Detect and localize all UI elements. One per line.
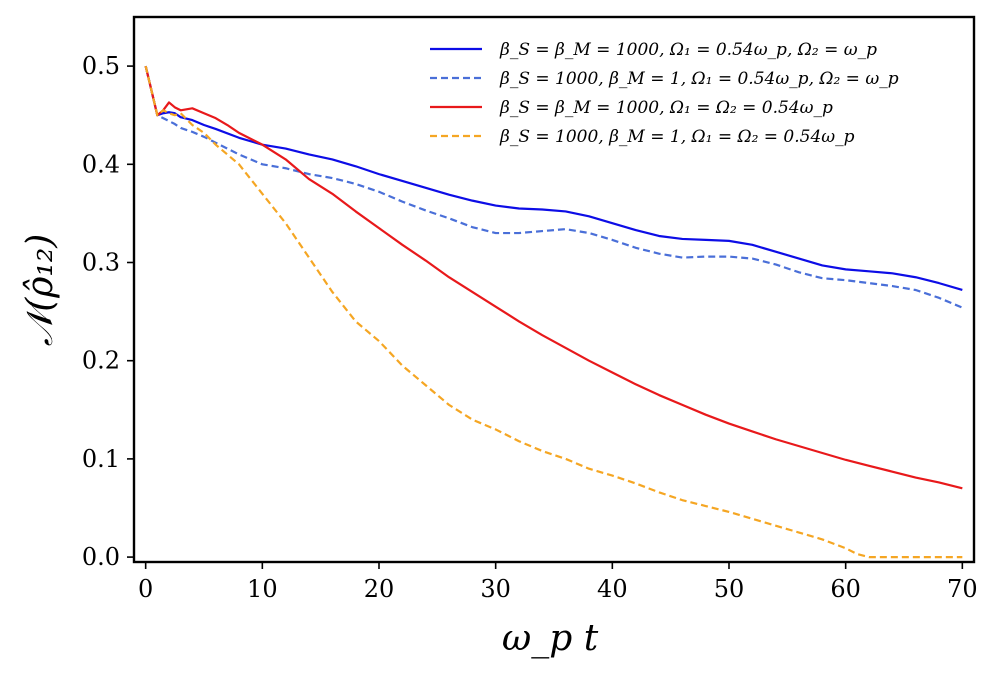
series-layer	[144, 65, 963, 559]
plot-frame	[132, 15, 976, 564]
y-tick-label: 0.0	[82, 543, 120, 571]
ticks-layer: 0 10 20 30 40 50 60 70 0.0 0.1 0.2 0.3 0.4 0.5	[82, 52, 978, 603]
y-axis-title: 𝒩(ρ̂₁₂)	[20, 234, 61, 347]
legend-label-2: β_S = 1000, β_M = 1, Ω₁ = 0.54ω_p, Ω₂ = …	[499, 69, 899, 89]
x-tick-label: 40	[597, 575, 628, 603]
y-tick-label: 0.1	[82, 445, 120, 473]
x-tick-label: 20	[364, 575, 395, 603]
series-line-4	[144, 65, 963, 559]
x-axis-title: ω_p t	[502, 618, 599, 659]
x-tick-label: 0	[138, 575, 153, 603]
legend: β_S = β_M = 1000, Ω₁ = 0.54ω_p, Ω₂ = ω_p…	[430, 40, 899, 147]
x-tick-label: 10	[247, 575, 278, 603]
series-line-3	[144, 65, 963, 490]
legend-label-1: β_S = β_M = 1000, Ω₁ = 0.54ω_p, Ω₂ = ω_p	[499, 40, 877, 60]
legend-label-4: β_S = 1000, β_M = 1, Ω₁ = Ω₂ = 0.54ω_p	[499, 127, 855, 147]
x-tick-label: 30	[480, 575, 511, 603]
x-tick-label: 50	[714, 575, 745, 603]
y-tick-label: 0.2	[82, 347, 120, 375]
y-tick-label: 0.3	[82, 248, 120, 276]
y-tick-label: 0.4	[82, 150, 120, 178]
x-tick-label: 70	[947, 575, 978, 603]
x-tick-label: 60	[830, 575, 861, 603]
series-line-2	[144, 65, 963, 309]
legend-label-3: β_S = β_M = 1000, Ω₁ = Ω₂ = 0.54ω_p	[499, 98, 833, 118]
y-tick-label: 0.5	[82, 52, 120, 80]
series-line-1	[144, 65, 963, 292]
